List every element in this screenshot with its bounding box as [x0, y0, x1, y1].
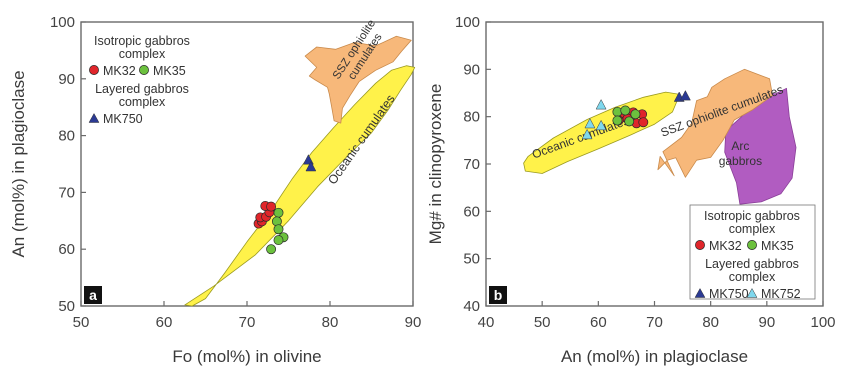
legend-marker-mk32 [89, 65, 99, 75]
point-mk35 [624, 116, 635, 127]
y-tick-label: 80 [463, 109, 480, 126]
x-tick-label: 80 [322, 314, 339, 331]
point-mk752 [581, 128, 593, 140]
field-label: gabbros [719, 154, 762, 168]
y-tick-label: 70 [463, 156, 480, 173]
data-points [581, 90, 691, 140]
panel-label-badge [84, 286, 102, 304]
data-points [253, 154, 317, 255]
legend-marker-mk750 [694, 287, 706, 298]
legend-box [689, 204, 816, 300]
legend-entry-label: MK752 [761, 287, 801, 301]
y-tick-label: 80 [58, 128, 75, 145]
legend-group-title: Isotropic gabbros [704, 209, 800, 223]
x-tick-label: 70 [239, 314, 256, 331]
y-tick-label: 40 [463, 298, 480, 315]
y-axis-label: An (mol%) in plagioclase [9, 70, 28, 257]
point-mk32 [638, 117, 649, 128]
legend-group-title: Layered gabbros [705, 257, 799, 271]
point-mk750 [305, 160, 317, 172]
point-mk35 [273, 235, 284, 246]
legend-group-title: complex [729, 270, 776, 284]
x-tick-label: 60 [590, 314, 607, 331]
legend-marker-mk750 [88, 112, 100, 123]
y-tick-label: 100 [455, 14, 480, 31]
point-mk35 [630, 109, 641, 120]
x-tick-label: 50 [73, 314, 90, 331]
x-tick-label: 70 [646, 314, 663, 331]
field-arc-gabbros [724, 87, 797, 205]
point-mk35 [266, 244, 277, 255]
legend-entry-label: MK35 [153, 64, 186, 78]
point-mk750 [679, 90, 691, 101]
point-mk752 [595, 119, 607, 131]
field-label: Arc [731, 139, 749, 153]
panel-label: b [494, 287, 503, 303]
legend-entry-label: MK32 [709, 239, 742, 253]
point-mk752 [584, 117, 596, 129]
legend-entry-label: MK750 [709, 287, 749, 301]
legend-marker-mk752 [746, 287, 758, 298]
panel-label-badge [489, 286, 507, 304]
point-mk35 [612, 115, 623, 126]
point-mk35 [273, 207, 284, 218]
legend-marker-mk32 [695, 240, 705, 250]
x-tick-label: 60 [156, 314, 173, 331]
y-axis-label-group: An (mol%) in plagioclase [9, 70, 28, 257]
x-tick-label: 50 [534, 314, 551, 331]
panel-label: a [89, 287, 97, 303]
x-tick-label: 40 [478, 314, 495, 331]
y-tick-label: 90 [58, 71, 75, 88]
legend-entry-label: MK32 [103, 64, 136, 78]
point-mk752 [595, 99, 607, 110]
y-tick-label: 70 [58, 184, 75, 201]
point-mk35 [273, 224, 284, 235]
legend-group-title: complex [729, 222, 776, 236]
point-mk32 [266, 201, 277, 212]
legend-marker-mk35 [747, 240, 757, 250]
legend-group-title: Isotropic gabbros [94, 34, 190, 48]
x-axis-label: An (mol%) in plagioclase [561, 347, 748, 366]
legend-group-title: complex [119, 47, 166, 61]
y-axis-label-group: Mg# in clinopyroxene [426, 84, 445, 245]
point-mk35 [620, 105, 631, 116]
field-oceanic-cumulates [184, 65, 416, 307]
x-axis-label: Fo (mol%) in olivine [172, 347, 321, 366]
y-tick-label: 50 [58, 298, 75, 315]
y-tick-label: 60 [58, 241, 75, 258]
legend-group-title: complex [119, 95, 166, 109]
y-axis-label: Mg# in clinopyroxene [426, 84, 445, 245]
x-tick-label: 90 [758, 314, 775, 331]
y-tick-label: 60 [463, 203, 480, 220]
y-tick-label: 50 [463, 251, 480, 268]
x-tick-label: 90 [405, 314, 422, 331]
legend-group-title: Layered gabbros [95, 82, 189, 96]
field-ssz-ophiolite-cumulates [657, 68, 773, 178]
legend-entry-label: MK750 [103, 112, 143, 126]
field-ssz-ophiolite-cumulates [304, 35, 412, 124]
x-tick-label: 80 [702, 314, 719, 331]
x-tick-label: 100 [810, 314, 835, 331]
legend-marker-mk35 [139, 65, 149, 75]
legend-entry-label: MK35 [761, 239, 794, 253]
y-tick-label: 90 [463, 61, 480, 78]
y-tick-label: 100 [50, 14, 75, 31]
